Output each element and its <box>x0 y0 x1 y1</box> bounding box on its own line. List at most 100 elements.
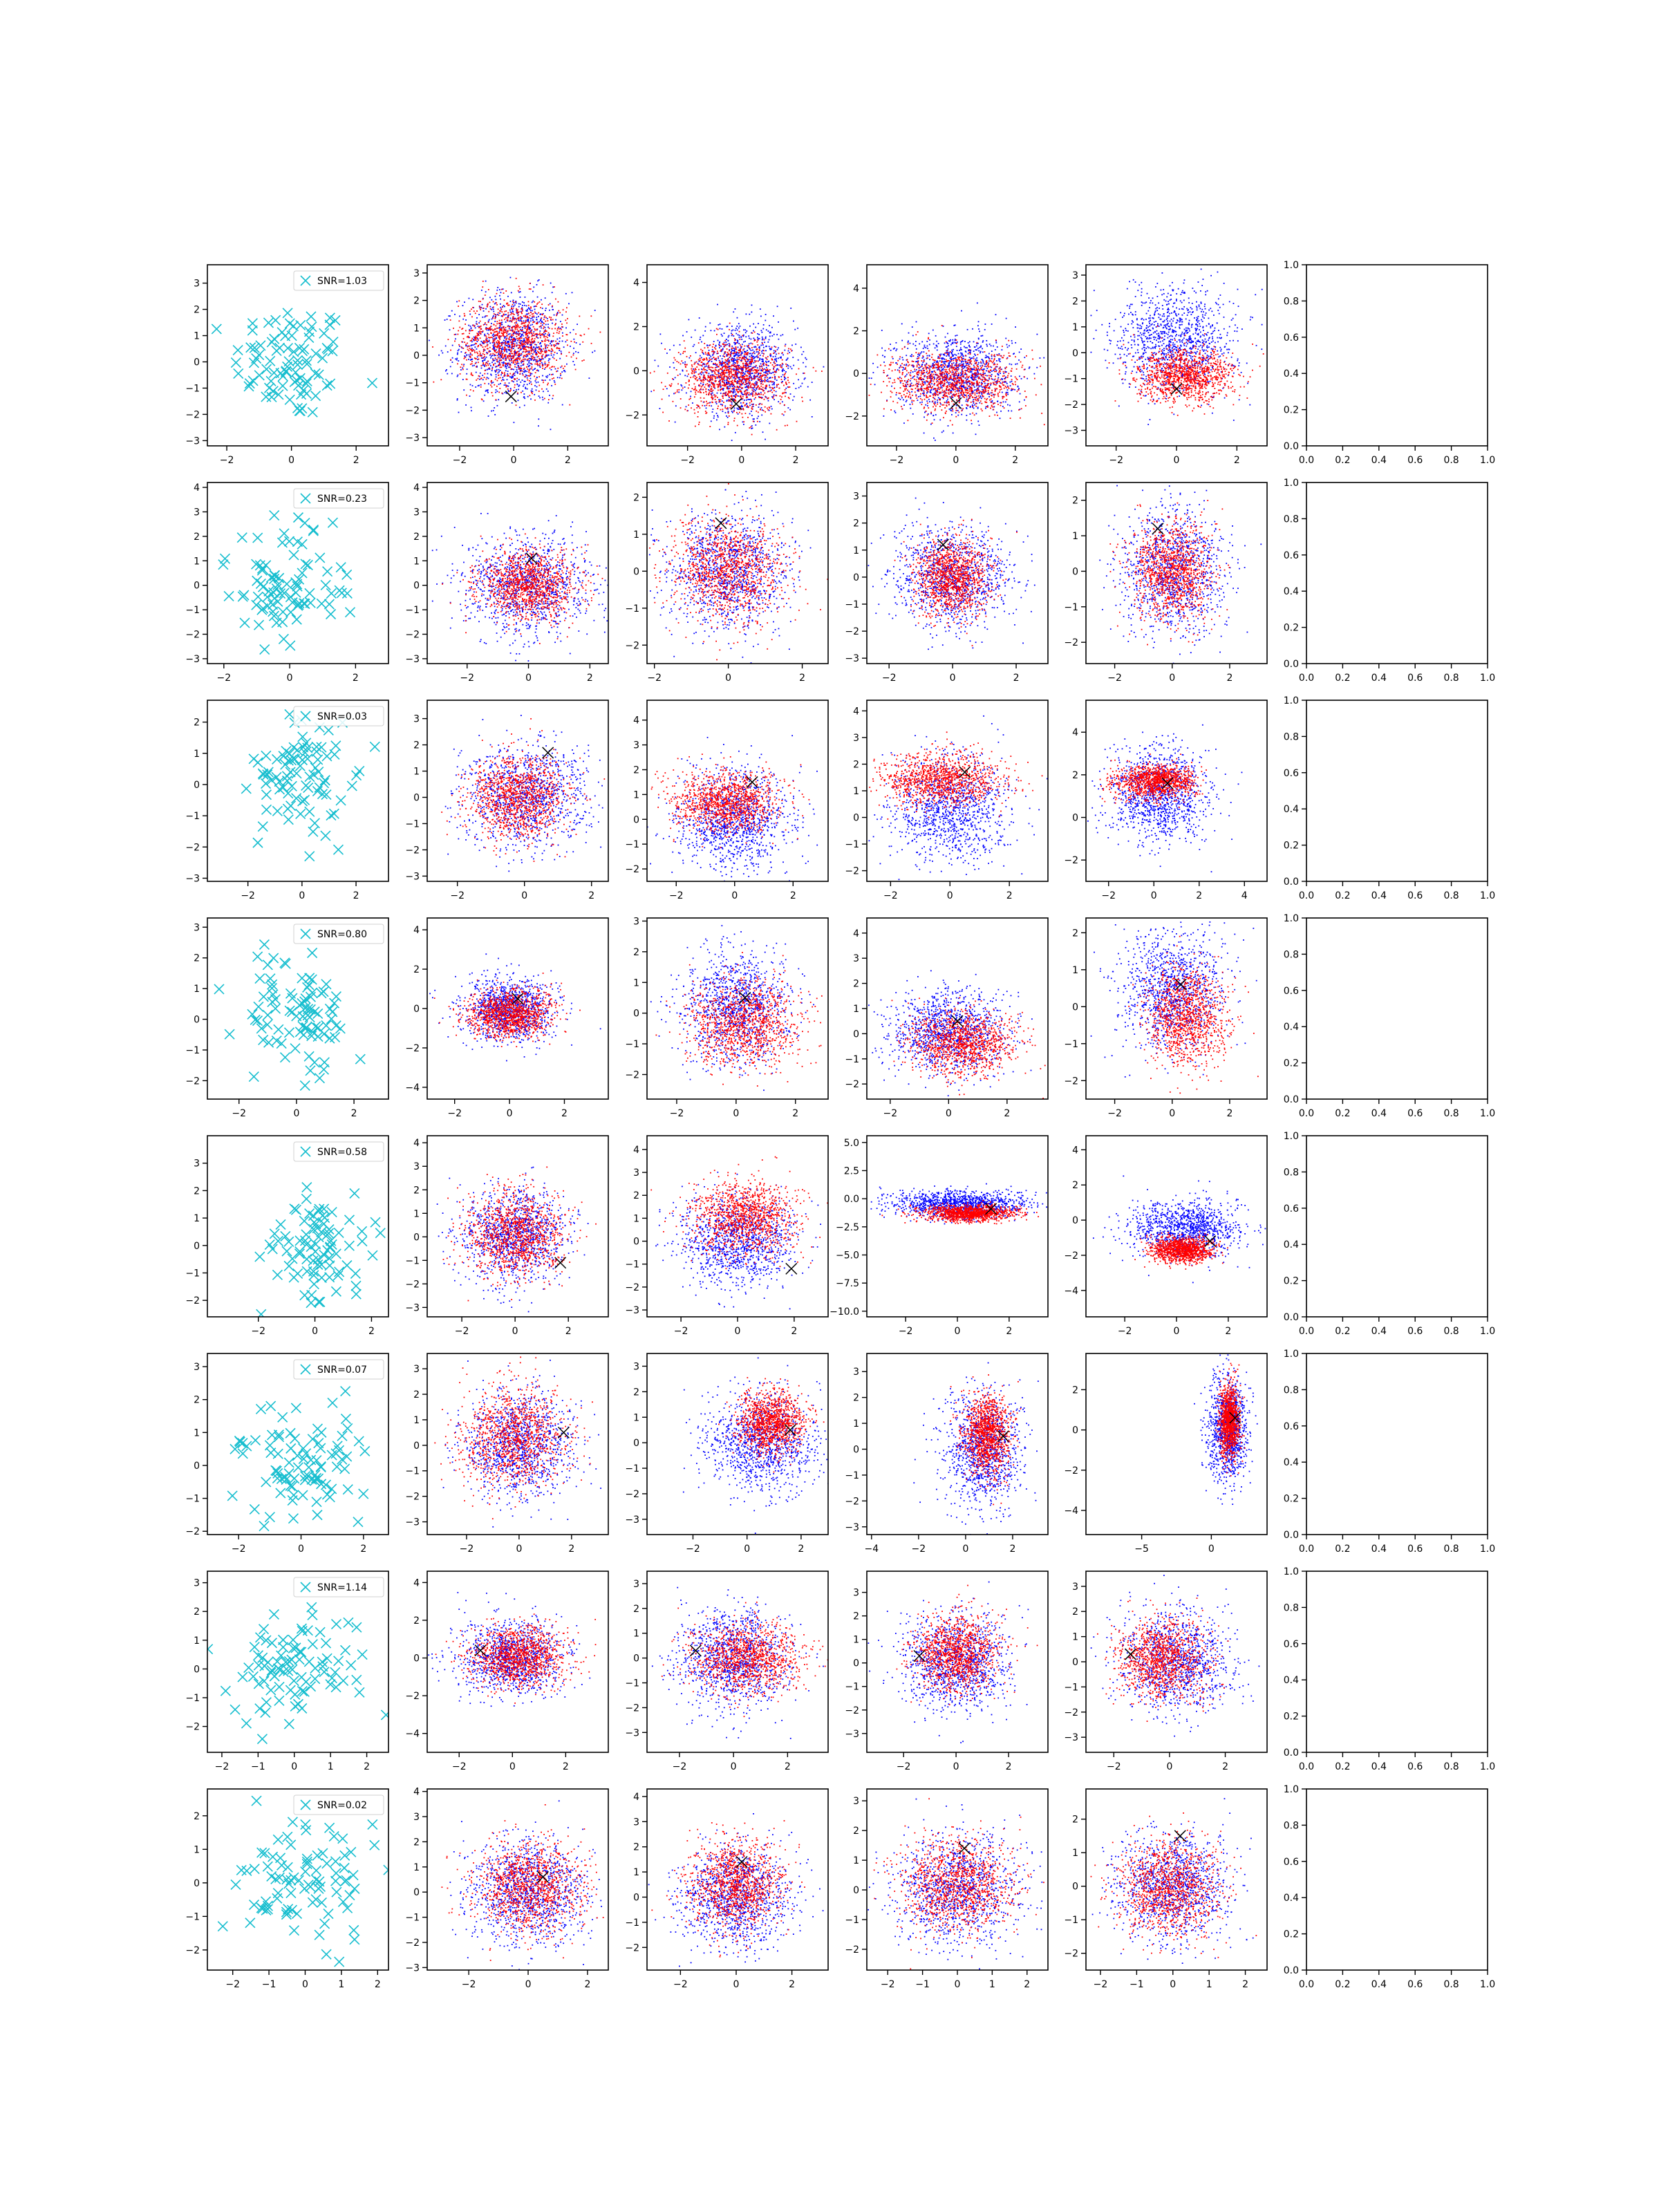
blue-sample-dot <box>775 356 776 357</box>
red-sample-dot <box>574 341 575 343</box>
y-tick-label: 0 <box>413 350 420 362</box>
red-sample-dot <box>707 380 709 382</box>
blue-sample-dot <box>713 418 715 419</box>
red-sample-dot <box>680 398 682 400</box>
blue-sample-dot <box>718 340 719 341</box>
blue-sample-dot <box>762 328 764 330</box>
red-sample-dot <box>743 402 744 403</box>
red-sample-dot <box>750 371 751 373</box>
red-sample-dot <box>543 328 544 329</box>
blue-sample-dot <box>805 366 807 368</box>
red-sample-dot <box>583 334 585 335</box>
blue-sample-dot <box>803 373 804 374</box>
red-sample-dot <box>518 290 519 292</box>
blue-sample-dot <box>722 361 723 362</box>
blue-sample-dot <box>768 361 769 362</box>
red-sample-dot <box>512 317 514 318</box>
blue-sample-dot <box>680 384 682 386</box>
red-sample-dot <box>517 309 518 310</box>
red-sample-dot <box>571 357 572 358</box>
red-sample-dot <box>743 421 744 422</box>
red-sample-dot <box>735 371 737 372</box>
red-sample-dot <box>501 343 503 344</box>
blue-sample-dot <box>500 346 501 347</box>
red-sample-dot <box>521 368 523 369</box>
blue-sample-dot <box>797 328 798 329</box>
red-sample-dot <box>538 341 539 343</box>
red-sample-dot <box>545 356 546 357</box>
red-sample-dot <box>550 317 552 319</box>
red-sample-dot <box>536 361 538 362</box>
red-sample-dot <box>531 350 532 352</box>
blue-sample-dot <box>468 359 469 360</box>
blue-sample-dot <box>746 400 747 401</box>
red-sample-dot <box>715 399 716 400</box>
red-sample-dot <box>734 340 735 341</box>
red-sample-dot <box>470 389 471 391</box>
red-sample-dot <box>500 350 502 351</box>
red-sample-dot <box>684 409 686 410</box>
blue-sample-dot <box>519 406 521 408</box>
red-sample-dot <box>798 368 800 370</box>
red-sample-dot <box>704 369 705 371</box>
blue-sample-dot <box>550 358 551 359</box>
blue-sample-dot <box>441 350 442 352</box>
blue-sample-dot <box>485 358 486 359</box>
red-sample-dot <box>545 347 546 348</box>
red-sample-dot <box>482 341 484 342</box>
red-sample-dot <box>542 368 543 369</box>
blue-sample-dot <box>550 429 552 430</box>
red-sample-dot <box>751 400 752 401</box>
red-sample-dot <box>479 355 480 356</box>
blue-sample-dot <box>754 353 756 354</box>
blue-sample-dot <box>462 305 464 306</box>
blue-sample-dot <box>565 327 567 328</box>
blue-sample-dot <box>507 371 509 372</box>
blue-sample-dot <box>498 354 500 355</box>
blue-sample-dot <box>812 382 813 383</box>
blue-sample-dot <box>1001 349 1002 350</box>
blue-sample-dot <box>790 308 791 309</box>
red-sample-dot <box>695 369 697 371</box>
red-sample-dot <box>529 380 530 382</box>
blue-sample-dot <box>690 396 691 397</box>
red-sample-dot <box>560 373 561 375</box>
red-sample-dot <box>517 326 518 328</box>
red-sample-dot <box>554 328 556 329</box>
red-sample-dot <box>497 346 498 347</box>
red-sample-dot <box>516 378 518 379</box>
red-sample-dot <box>505 317 507 319</box>
blue-sample-dot <box>682 362 684 364</box>
red-sample-dot <box>535 379 536 380</box>
blue-sample-dot <box>926 341 928 342</box>
red-sample-dot <box>450 319 451 321</box>
red-sample-dot <box>734 375 735 377</box>
blue-sample-dot <box>793 383 794 384</box>
blue-sample-dot <box>469 355 470 356</box>
red-sample-dot <box>512 344 514 345</box>
red-sample-dot <box>460 373 461 375</box>
blue-sample-dot <box>534 385 536 386</box>
red-sample-dot <box>735 378 736 379</box>
red-sample-dot <box>769 406 770 408</box>
red-sample-dot <box>726 370 727 371</box>
red-sample-dot <box>744 346 745 347</box>
blue-sample-dot <box>485 281 487 282</box>
blue-sample-dot <box>510 277 512 279</box>
red-sample-dot <box>699 407 700 409</box>
y-tick-label: 1 <box>413 323 420 334</box>
red-sample-dot <box>688 387 689 388</box>
blue-sample-dot <box>1005 402 1006 403</box>
blue-sample-dot <box>979 424 980 426</box>
blue-sample-dot <box>769 377 771 379</box>
red-sample-dot <box>480 386 482 388</box>
red-sample-dot <box>721 372 722 373</box>
red-sample-dot <box>526 354 527 355</box>
red-sample-dot <box>713 351 715 353</box>
blue-sample-dot <box>538 395 540 397</box>
blue-sample-dot <box>530 320 532 321</box>
red-sample-dot <box>751 384 753 385</box>
red-sample-dot <box>485 339 487 340</box>
blue-sample-dot <box>762 339 763 341</box>
red-sample-dot <box>748 367 749 368</box>
